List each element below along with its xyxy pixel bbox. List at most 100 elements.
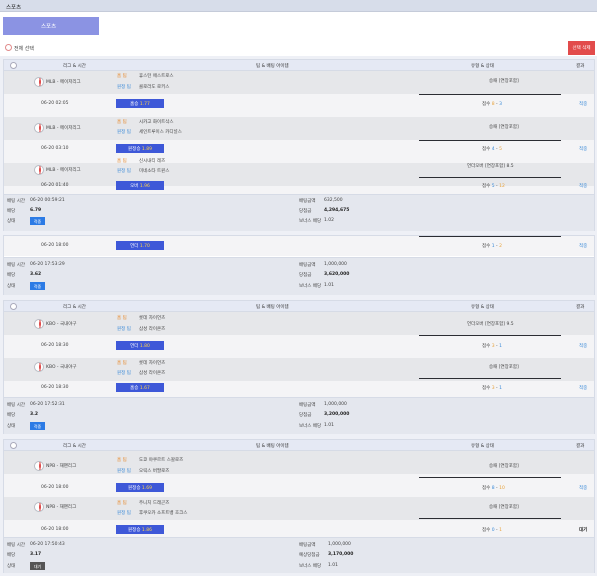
home-label: 홈 팀 [117, 501, 127, 506]
slip-checkbox[interactable] [10, 62, 17, 69]
away-score: 5 [499, 147, 502, 152]
expected-win-label: 예상당첨금 [299, 553, 320, 558]
score-label: 점수 [482, 528, 491, 533]
header-type: 유형 & 상태 [471, 64, 494, 69]
header-team: 팀 & 배팅 아이템 [256, 64, 289, 69]
away-label: 원정 팀 [117, 469, 131, 474]
bonus-value: 1.01 [324, 423, 335, 428]
market-type: 승패 [연장포함] [489, 79, 519, 84]
select-all-label: 전체 선택 [14, 46, 34, 52]
divider [419, 236, 561, 237]
game-row-top [4, 117, 594, 140]
away-team: 세인트루이스 카디널스 [139, 130, 182, 135]
bet-time-label: 배팅 시간 [7, 403, 25, 408]
game-row-top [4, 312, 594, 335]
bonus-value: 1.02 [324, 218, 335, 223]
home-team: 도쿄 야쿠르트 스왈로즈 [139, 458, 184, 463]
game-time: 06-20 18:00 [41, 243, 69, 248]
divider [419, 94, 561, 95]
away-score: 1 [499, 386, 502, 391]
table-header: 리그 & 시간 팀 & 배팅 아이템 유형 & 상태 결과 [4, 301, 594, 312]
win-label: 당첨금 [299, 209, 312, 214]
pick-button[interactable]: 홈승 1.67 [116, 383, 164, 392]
game-row-top [4, 497, 594, 520]
slip-checkbox[interactable] [10, 442, 17, 449]
game-row-top [4, 358, 594, 381]
odds-label: 배당 [7, 413, 16, 418]
pick-button[interactable]: 원정승 1.89 [116, 144, 164, 153]
pick-button[interactable]: 원정승 1.69 [116, 483, 164, 492]
home-team: 휴스턴 애스트로스 [139, 74, 174, 79]
result-status: 적중 [579, 244, 588, 249]
amount-value: 1,000,000 [324, 262, 347, 267]
pick-button[interactable]: 언더 1.70 [116, 241, 164, 250]
home-score: 0 [491, 528, 495, 533]
score-label: 점수 [482, 386, 491, 391]
header-result: 결과 [576, 444, 585, 449]
result-status: 적중 [579, 184, 588, 189]
away-label: 원정 팀 [117, 85, 131, 90]
amount-label: 배팅금액 [299, 403, 316, 408]
away-label: 원정 팀 [117, 130, 131, 135]
tab-sports[interactable]: 스포츠 [3, 17, 99, 35]
bet-time-value: 06-20 00:59:21 [30, 198, 65, 203]
odds-label: 배당 [7, 553, 16, 558]
pick-button[interactable]: 원정승 1.86 [116, 525, 164, 534]
amount-value: 632,500 [324, 198, 343, 203]
score-label: 점수 [482, 244, 491, 249]
market-type: 언더오버 [연장포함] 9.5 [467, 322, 514, 327]
market-type: 승패 [연장포함] [489, 464, 519, 469]
pick-button[interactable]: 홈승 1.77 [116, 99, 164, 108]
away-team: 삼성 라이온즈 [139, 371, 166, 376]
divider [419, 518, 561, 519]
header-type: 유형 & 상태 [471, 305, 494, 310]
game-row-bottom [4, 236, 594, 256]
bet-slip-card: 리그 & 시간 팀 & 배팅 아이템 유형 & 상태 결과 NPB - 재팬리그… [3, 439, 595, 573]
header-result: 결과 [576, 305, 585, 310]
win-label: 당첨금 [299, 273, 312, 278]
baseball-icon [34, 165, 44, 175]
delete-selected-button[interactable]: 선택 삭제 [568, 41, 595, 55]
header-league: 리그 & 시간 [63, 444, 86, 449]
select-all-checkbox[interactable] [5, 44, 12, 51]
away-score: 1 [499, 344, 502, 349]
bet-time-label: 배팅 시간 [7, 543, 25, 548]
home-team: 롯데 자이언츠 [139, 361, 166, 366]
divider [419, 177, 561, 178]
game-row-top [4, 71, 594, 94]
score-label: 점수 [482, 344, 491, 349]
score-label: 점수 [482, 147, 491, 152]
header-team: 팀 & 배팅 아이템 [256, 305, 289, 310]
pick-button[interactable]: 오버 1.96 [116, 181, 164, 190]
divider [419, 335, 561, 336]
baseball-icon [34, 77, 44, 87]
away-team: 미네소타 트윈스 [139, 169, 170, 174]
away-score: 12 [499, 184, 505, 189]
away-label: 원정 팀 [117, 169, 131, 174]
baseball-icon [34, 319, 44, 329]
header-league: 리그 & 시간 [63, 64, 86, 69]
game-row-top [4, 163, 594, 186]
status-label: 상태 [7, 219, 16, 224]
away-team: 삼성 라이온즈 [139, 327, 166, 332]
baseball-icon [34, 502, 44, 512]
slip-summary: 배팅 시간 06-20 00:59:21 배당 6.79 상태 적중 배팅금액 … [4, 194, 594, 231]
odds-value: 6.79 [30, 208, 42, 213]
slip-summary: 배팅 시간 06-20 17:52:31 배당 3.2 상태 적중 배팅금액 1… [4, 397, 594, 434]
pick-button[interactable]: 언더 1.80 [116, 341, 164, 350]
market-type: 승패 [연장포함] [489, 125, 519, 130]
win-value: 4,294,675 [324, 208, 350, 213]
game-time: 06-20 18:00 [41, 485, 69, 490]
bonus-label: 보너스 배당 [299, 564, 322, 569]
amount-label: 배팅금액 [299, 199, 316, 204]
table-header: 리그 & 시간 팀 & 배팅 아이템 유형 & 상태 결과 [4, 440, 594, 451]
away-score: 10 [499, 486, 505, 491]
league-name: MLB - 메이저리그 [46, 126, 81, 131]
home-score: 1 [491, 244, 495, 249]
game-row-bottom [4, 140, 594, 163]
away-team: 콜로라도 로키스 [139, 85, 170, 90]
slip-checkbox[interactable] [10, 303, 17, 310]
away-label: 원정 팀 [117, 327, 131, 332]
amount-label: 배팅금액 [299, 543, 316, 548]
win-label: 당첨금 [299, 413, 312, 418]
